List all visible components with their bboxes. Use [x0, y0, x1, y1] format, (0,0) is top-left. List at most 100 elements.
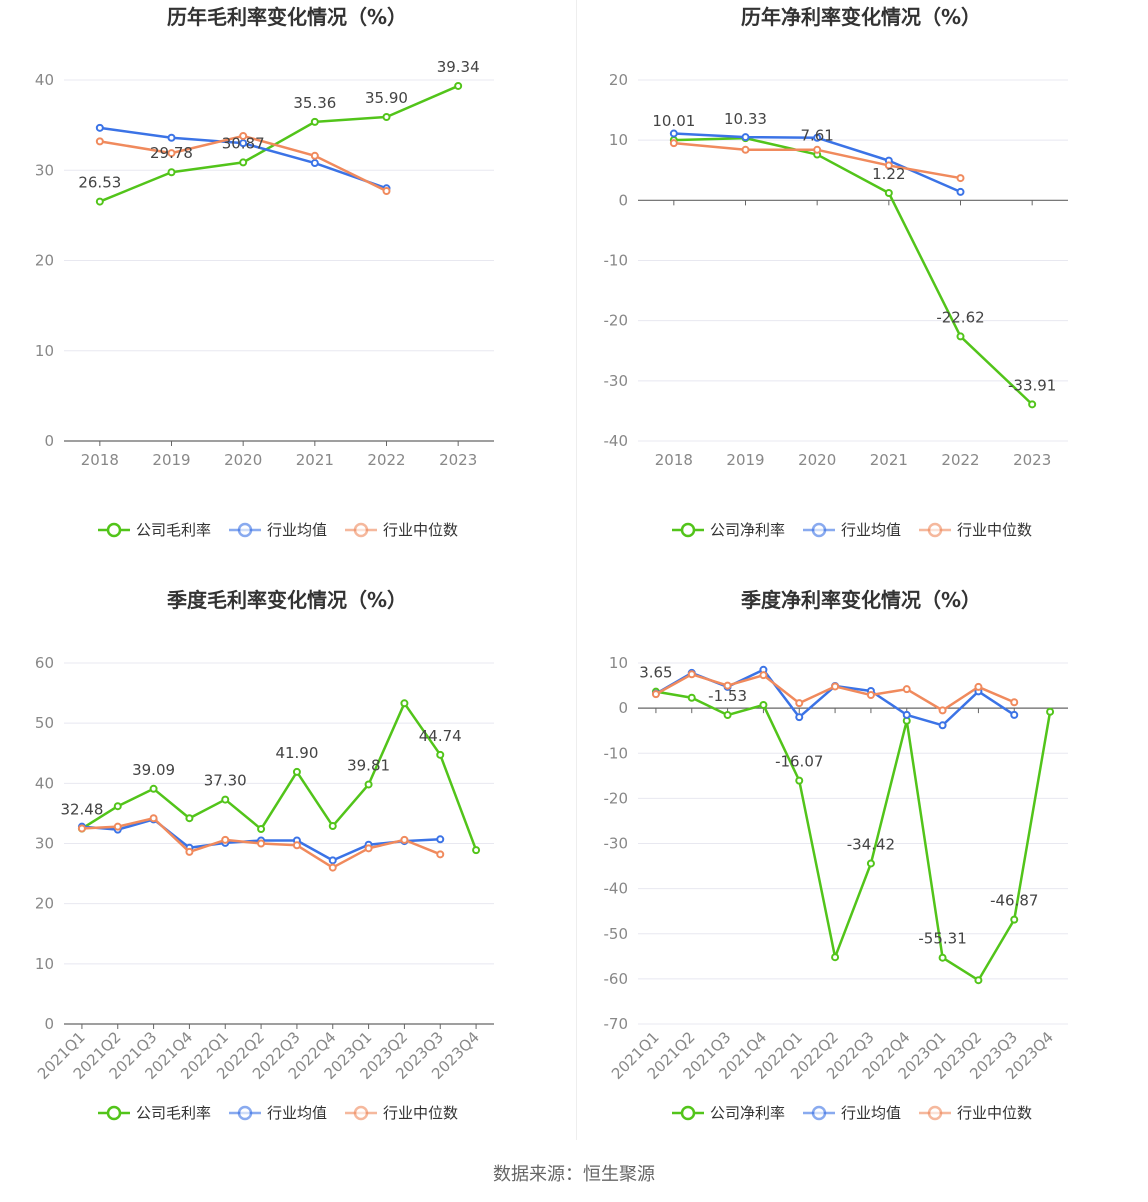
x-tick-label: 2020: [798, 451, 836, 469]
data-point-company: [938, 953, 947, 962]
x-tick-label: 2023: [439, 451, 477, 469]
data-label: 37.30: [204, 772, 247, 790]
data-label: 29.78: [150, 144, 193, 162]
data-point-median: [687, 670, 696, 679]
data-point-company: [795, 776, 804, 785]
series-line-company: [673, 136, 1034, 406]
data-point-median: [938, 706, 947, 715]
data-label: 39.09: [132, 761, 175, 779]
y-tick-label: -30: [604, 372, 629, 390]
y-tick-label: 30: [35, 161, 54, 179]
legend-item: 行业中位数: [345, 1104, 458, 1122]
y-tick-label: 20: [609, 71, 628, 89]
y-tick-label: -20: [604, 789, 629, 807]
x-tick-label: 2021: [870, 451, 908, 469]
chart-panel-quarterly-gross-margin: 季度毛利率变化情况（%） 0 10 20 30 40 50 60 2021Q1 2021Q2 202…: [0, 583, 574, 1166]
y-tick-label: 10: [35, 342, 54, 360]
y-tick-label: 40: [35, 774, 54, 792]
data-point-company: [310, 117, 319, 126]
data-point-company: [167, 168, 176, 177]
y-tick-label: -70: [604, 1015, 629, 1033]
chart-panel-quarterly-net-margin: 季度净利率变化情况（%） -70 -60 -50 -40 -30 -20 -10 0 10 2021…: [574, 583, 1148, 1166]
legend-swatch-marker: [927, 522, 943, 538]
series-line-company: [81, 702, 478, 851]
data-point-company: [1046, 707, 1055, 716]
chart-title: 历年毛利率变化情况（%）: [167, 5, 407, 29]
legend-label: 公司毛利率: [136, 521, 211, 539]
legend-item: 行业均值: [229, 1104, 327, 1122]
legend-item: 行业中位数: [919, 1104, 1032, 1122]
data-point-median: [310, 151, 319, 160]
data-point-avg: [436, 835, 445, 844]
legend-item: 公司净利率: [672, 1104, 785, 1122]
data-point-company: [149, 784, 158, 793]
data-point-median: [956, 174, 965, 183]
data-point-avg: [328, 856, 337, 865]
y-tick-label: 0: [618, 191, 628, 209]
data-label: -55.31: [918, 930, 966, 948]
data-point-avg: [310, 159, 319, 168]
data-point-median: [257, 839, 266, 848]
legend-item: 行业中位数: [345, 521, 458, 539]
data-point-company: [974, 976, 983, 985]
legend-swatch-marker: [680, 1105, 696, 1121]
data-point-company: [185, 814, 194, 823]
data-label: 41.90: [275, 744, 318, 762]
y-tick-label: -10: [604, 744, 629, 762]
panel-divider: [576, 0, 577, 1140]
legend-swatch-marker: [106, 1105, 122, 1121]
data-point-company: [1028, 400, 1037, 409]
chart-title: 历年净利率变化情况（%）: [741, 5, 981, 29]
data-point-median: [221, 835, 230, 844]
legend-swatch-marker: [353, 522, 369, 538]
data-point-avg: [938, 721, 947, 730]
data-label: 44.74: [419, 727, 462, 745]
data-label: 35.90: [365, 89, 408, 107]
legend-label: 行业中位数: [957, 1104, 1032, 1122]
data-label: 35.36: [293, 94, 336, 112]
data-label: -16.07: [775, 753, 823, 771]
legend-swatch-marker: [811, 1105, 827, 1121]
source-note: 数据来源：恒生聚源: [493, 1164, 655, 1185]
data-point-company: [95, 197, 104, 206]
data-label: -46.87: [990, 892, 1038, 910]
legend-swatch-marker: [927, 1105, 943, 1121]
legend-label: 行业均值: [841, 521, 901, 539]
data-point-company: [723, 711, 732, 720]
data-point-median: [795, 699, 804, 708]
data-point-median: [884, 161, 893, 170]
data-point-median: [741, 145, 750, 154]
y-tick-label: -40: [604, 880, 629, 898]
data-point-median: [813, 145, 822, 154]
data-point-company: [956, 332, 965, 341]
data-label: 26.53: [78, 174, 121, 192]
data-point-median: [669, 139, 678, 148]
legend-item: 公司净利率: [672, 521, 785, 539]
data-point-company: [687, 693, 696, 702]
legend-label: 行业中位数: [383, 521, 458, 539]
data-label: 3.65: [639, 664, 672, 682]
data-point-median: [759, 671, 768, 680]
legend-swatch-marker: [237, 1105, 253, 1121]
data-point-median: [328, 863, 337, 872]
data-label: 7.61: [800, 127, 833, 145]
data-point-avg: [956, 187, 965, 196]
chart-svg-quarterly-gross-margin: 季度毛利率变化情况（%）01020304050602021Q12021Q2202…: [34, 588, 494, 1122]
x-tick-label: 2021: [296, 451, 334, 469]
data-point-company: [328, 822, 337, 831]
data-point-median: [436, 850, 445, 859]
x-tick-label: 2018: [81, 451, 119, 469]
legend-label: 公司净利率: [710, 1104, 785, 1122]
x-tick-label: 2019: [726, 451, 764, 469]
data-point-median: [185, 847, 194, 856]
data-point-median: [831, 682, 840, 691]
data-point-median: [239, 131, 248, 140]
chart-svg-annual-gross-margin: 历年毛利率变化情况（%） 0 10 20 30 40 2018 2019 2020 2021 202…: [35, 5, 494, 539]
y-tick-label: 10: [35, 955, 54, 973]
data-point-median: [902, 685, 911, 694]
data-point-median: [77, 824, 86, 833]
legend-label: 行业均值: [267, 1104, 327, 1122]
y-tick-label: 30: [35, 835, 54, 853]
y-tick-label: 60: [35, 654, 54, 672]
data-point-company: [113, 802, 122, 811]
